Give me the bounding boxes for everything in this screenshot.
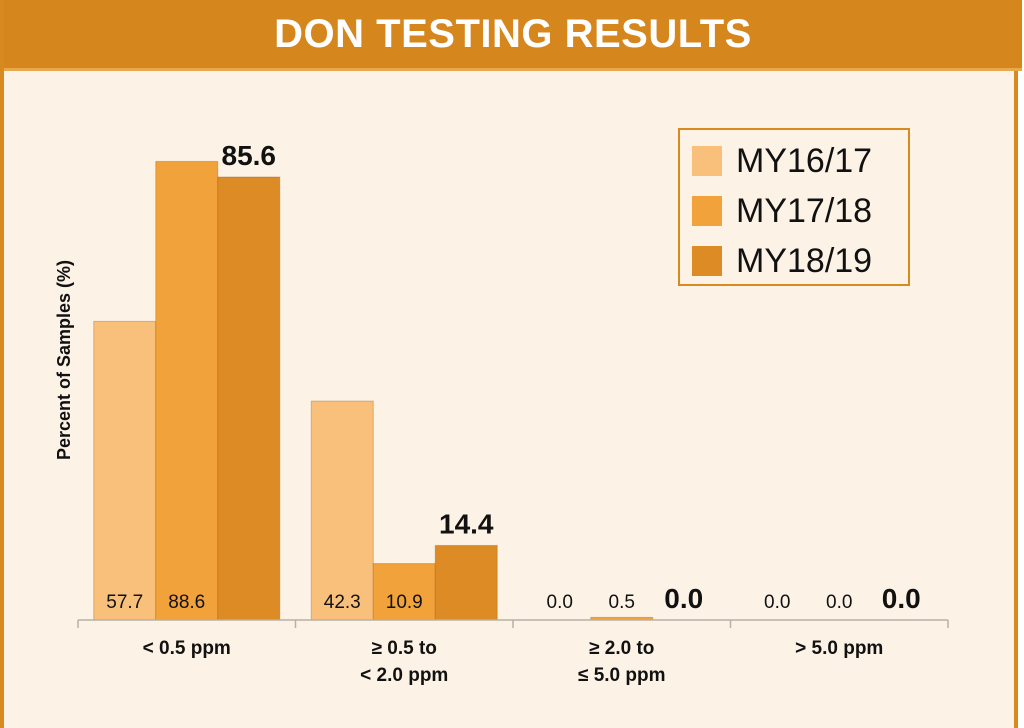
x-tick-label-1-1: < 2.0 ppm [360, 665, 448, 686]
data-label-my17-18-1: 10.9 [386, 592, 423, 613]
bar-my18-19-1 [434, 544, 498, 621]
legend-label-my16-17: MY16/17 [736, 141, 873, 180]
data-label-my18-19-3: 0.0 [882, 583, 921, 614]
data-label-my16-17-3: 0.0 [764, 592, 790, 613]
legend-swatch-my18-19 [692, 246, 722, 276]
data-label-my18-19-1: 14.4 [439, 508, 494, 539]
legend-label-my17-18: MY17/18 [736, 191, 873, 230]
data-label-my17-18-3: 0.0 [826, 592, 852, 613]
data-label-my16-17-1: 42.3 [324, 592, 361, 613]
legend-label-my18-19: MY18/19 [736, 241, 873, 280]
data-label-my17-18-2: 0.5 [609, 592, 635, 613]
title-rule [4, 68, 1022, 71]
legend-item-my16-17: MY16/17 [692, 136, 908, 186]
legend-item-my18-19: MY18/19 [692, 236, 908, 286]
x-tick-label-3-0: > 5.0 ppm [795, 638, 883, 659]
legend-item-my17-18: MY17/18 [692, 186, 908, 236]
y-axis-label: Percent of Samples (%) [54, 260, 74, 460]
bar-my17-18-0 [155, 160, 219, 621]
bar-my16-17-0 [93, 320, 157, 621]
chart-title: DON TESTING RESULTS [4, 0, 1022, 68]
x-tick-label-0-0: < 0.5 ppm [143, 638, 231, 659]
bar-my17-18-1 [372, 563, 436, 621]
data-label-my18-19-2: 0.0 [664, 583, 703, 614]
data-label-my16-17-0: 57.7 [106, 592, 143, 613]
legend-swatch-my16-17 [692, 146, 722, 176]
bar-my18-19-0 [217, 176, 281, 621]
x-tick-label-1-0: ≥ 0.5 to [372, 638, 437, 659]
data-label-my16-17-2: 0.0 [547, 592, 573, 613]
bar-my16-17-1 [310, 400, 374, 621]
legend: MY16/17 MY17/18 MY18/19 [678, 128, 910, 286]
x-tick-label-2-1: ≤ 5.0 ppm [578, 665, 666, 686]
legend-swatch-my17-18 [692, 196, 722, 226]
x-tick-label-2-0: ≥ 2.0 to [589, 638, 654, 659]
data-label-my18-19-0: 85.6 [222, 140, 277, 171]
data-label-my17-18-0: 88.6 [168, 592, 205, 613]
